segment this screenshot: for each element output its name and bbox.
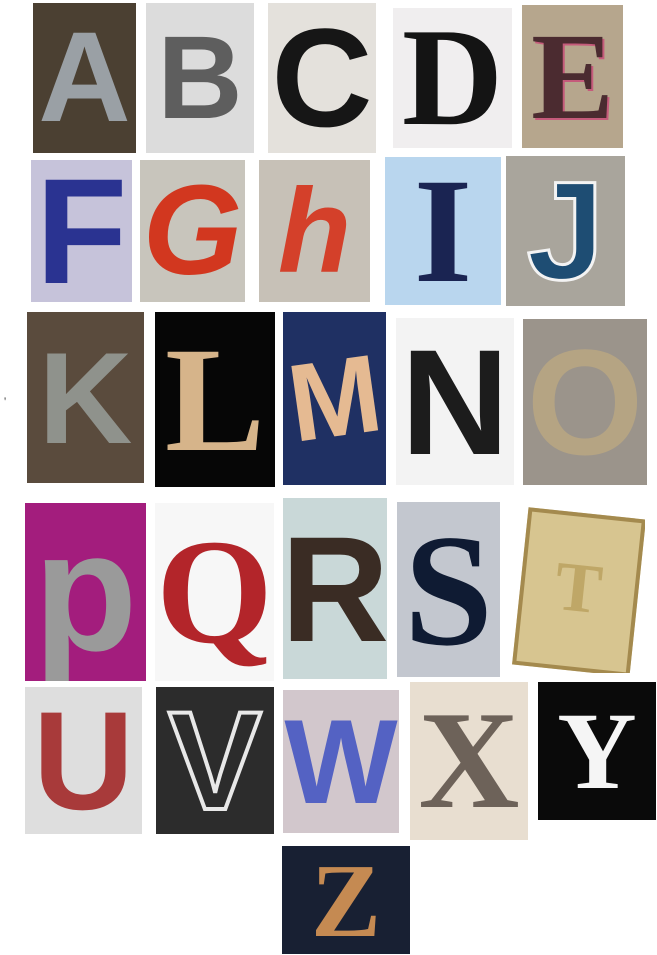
letter-glyph: E <box>531 7 614 145</box>
letter-tile-o: O <box>523 319 647 485</box>
letter-tile-w: W <box>283 690 399 833</box>
letter-tile-b: B <box>146 3 254 153</box>
letter-tile-j: J <box>506 156 625 306</box>
letter-tile-n: N <box>396 318 514 485</box>
letter-tile-m: M <box>283 312 386 485</box>
letter-glyph: L <box>164 316 266 483</box>
letter-glyph: R <box>283 504 387 673</box>
letter-tile-r: R <box>283 498 387 679</box>
letter-tile-v: V <box>156 687 274 834</box>
letter-glyph: W <box>284 694 398 829</box>
letter-glyph: S <box>404 502 493 677</box>
letter-glyph: V <box>166 687 263 834</box>
letter-tile-e: E <box>522 5 623 148</box>
letter-glyph: X <box>418 683 520 838</box>
letter-glyph: O <box>526 319 644 485</box>
letter-tile-i: I <box>385 157 501 305</box>
letter-glyph: K <box>38 324 133 471</box>
letter-tile-q: Q <box>155 503 274 681</box>
letter-tile-z: Z <box>282 846 410 954</box>
letter-glyph: A <box>38 6 131 149</box>
letter-glyph: Q <box>156 509 273 675</box>
letter-tile-a: A <box>33 3 136 153</box>
letter-glyph: Y <box>557 690 637 812</box>
stray-mark: ' <box>4 394 7 408</box>
letter-glyph: J <box>525 156 606 306</box>
letter-tile-g: G <box>140 160 245 302</box>
letter-glyph: G <box>142 160 243 302</box>
letter-glyph: Z <box>310 846 382 954</box>
letter-glyph: C <box>271 3 373 153</box>
letter-glyph: F <box>35 160 128 302</box>
letter-tile-s: S <box>397 502 500 677</box>
letter-tile-y: Y <box>538 682 656 820</box>
letter-glyph: N <box>400 318 510 485</box>
letter-tile-l: L <box>155 312 275 487</box>
letter-tile-k: K <box>27 312 144 483</box>
letter-tile-x: X <box>410 682 528 840</box>
letter-tile-p: p <box>25 503 146 681</box>
letter-glyph: T <box>551 547 606 630</box>
letter-glyph: B <box>157 12 243 144</box>
letter-glyph: U <box>32 687 135 834</box>
letter-tile-d: D <box>393 8 512 148</box>
letter-tile-h: h <box>259 160 370 302</box>
letter-glyph: I <box>413 157 473 305</box>
letter-tile-f: F <box>31 160 132 302</box>
letter-tile-t: T <box>512 505 645 673</box>
letter-glyph: D <box>401 8 504 148</box>
letter-glyph: h <box>277 164 352 298</box>
letter-glyph: M <box>283 330 386 466</box>
letter-glyph: p <box>33 503 138 681</box>
letter-tile-c: C <box>268 3 376 153</box>
letter-tile-u: U <box>25 687 142 834</box>
